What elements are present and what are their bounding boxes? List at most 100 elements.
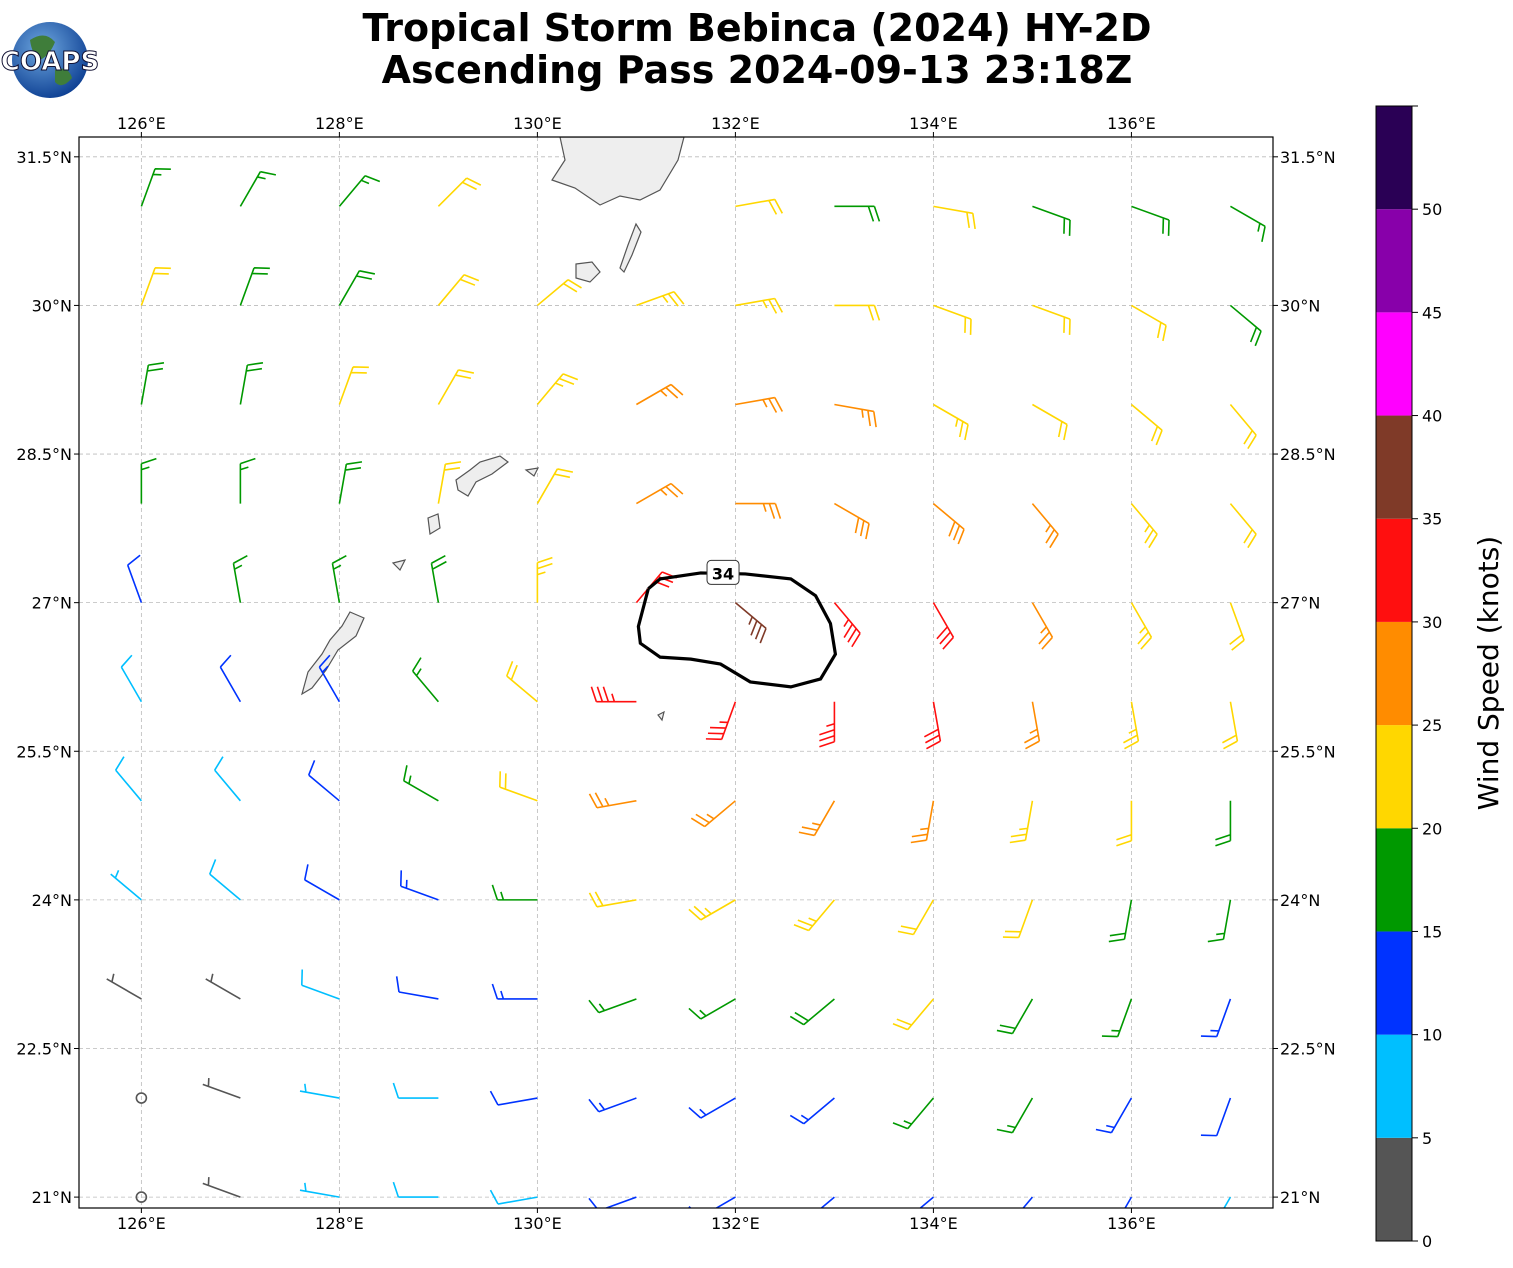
y-tick-label: 24°N (32, 891, 72, 910)
wind-barb (307, 760, 340, 802)
wind-barb (536, 373, 579, 406)
colorbar-tick-label: 45 (1422, 303, 1442, 322)
y-tick-label: 31.5°N (1280, 148, 1336, 167)
y-tick-label: 21°N (1280, 1188, 1320, 1207)
wind-barb (1200, 998, 1232, 1038)
wind-barb (933, 304, 972, 335)
wind-barb (834, 502, 870, 540)
wind-barb (734, 602, 767, 644)
wind-barb (892, 1097, 935, 1130)
wind-barb (897, 899, 935, 936)
wind-barb (437, 274, 480, 306)
wind-barb (1223, 1196, 1232, 1208)
wind-barb (536, 279, 582, 307)
contour: 34 (636, 559, 838, 689)
wind-barb (834, 403, 877, 428)
colorbar: 0 5 10 15 20 25 30 35 40 45 50 (1375, 105, 1442, 1251)
wind-barb (140, 457, 157, 504)
wind-barb (213, 756, 241, 802)
wind-barb (489, 1090, 538, 1106)
x-tick-label: 126°E (117, 1214, 166, 1233)
wind-barb (331, 555, 347, 603)
wind-barb (411, 657, 440, 703)
x-tick-label: 130°E (513, 1214, 562, 1233)
wind-barb (202, 1077, 241, 1099)
wind-barb (299, 1083, 340, 1099)
wind-barb (833, 602, 861, 648)
wind-barb (1229, 503, 1257, 549)
wind-barb (635, 383, 684, 406)
wind-barb (819, 701, 836, 748)
colorbar-tick-label: 15 (1422, 922, 1442, 941)
wind-barb (536, 468, 574, 504)
wind-barb (1024, 701, 1041, 750)
map-area: 34 (79, 137, 1273, 1208)
colorbar-bin (1376, 209, 1412, 313)
y-tick-label: 30°N (1280, 296, 1320, 315)
chart-title: Tropical Storm Bebinca (2024) HY-2D (362, 6, 1151, 50)
wind-barb (114, 756, 142, 802)
wind-barb (395, 976, 439, 1000)
colorbar-tick-label: 50 (1422, 200, 1442, 219)
wind-barb (834, 205, 881, 222)
wind-barb (392, 1181, 439, 1198)
wind-barb (892, 998, 935, 1031)
x-tick-label: 128°E (315, 114, 364, 133)
y-tick-label: 24°N (1280, 891, 1320, 910)
x-tick-label: 132°E (711, 114, 760, 133)
wind-barb (933, 403, 969, 441)
wind-barb (735, 297, 784, 314)
wind-barb (923, 701, 942, 750)
x-tick-label: 128°E (315, 1214, 364, 1233)
y-tick-label: 21°N (32, 1188, 72, 1207)
colorbar-tick-label: 30 (1422, 613, 1442, 632)
wind-barb (126, 554, 143, 603)
wind-barb (1130, 403, 1163, 446)
colorbar-tick-label: 5 (1422, 1129, 1432, 1148)
colorbar-tick-label: 0 (1422, 1232, 1432, 1251)
wind-barb (1131, 304, 1167, 342)
wind-barb (338, 366, 369, 405)
wind-barb (932, 502, 965, 545)
wind-barb (1229, 304, 1262, 347)
colorbar-tick-label: 20 (1422, 819, 1442, 838)
wind-barb (208, 859, 241, 901)
wind-barb (300, 969, 340, 1000)
wind-barb (1130, 503, 1158, 549)
wind-barb (303, 864, 340, 901)
plot-frame (78, 136, 1274, 1209)
y-tick-label: 30°N (32, 296, 72, 315)
wind-barb (140, 267, 171, 306)
wind-barb (1229, 403, 1257, 450)
x-tick-label: 136°E (1107, 114, 1156, 133)
wind-barb (705, 701, 737, 741)
wind-barb (798, 800, 836, 837)
wind-barb (588, 792, 637, 809)
wind-barb (1124, 1196, 1133, 1208)
wind-barb (392, 1082, 439, 1099)
wind-barb (1095, 1097, 1133, 1134)
colorbar-bin (1376, 621, 1412, 726)
wind-barb (793, 899, 836, 932)
wind-barb (1130, 602, 1153, 650)
wind-barb (1009, 800, 1034, 844)
wind-barb (1022, 1196, 1034, 1208)
wind-barb (437, 461, 462, 504)
wind-barb (1215, 800, 1232, 847)
colorbar-tick-label: 25 (1422, 716, 1442, 735)
x-tick-label: 130°E (513, 114, 562, 133)
wind-barb (1229, 602, 1245, 651)
wind-barb (239, 170, 277, 207)
wind-barb (140, 361, 165, 405)
wind-barb (688, 998, 736, 1020)
wind-barb (1222, 701, 1239, 750)
wind-calm (135, 1191, 148, 1203)
colorbar-bin (1376, 312, 1412, 416)
wind-barb (106, 973, 142, 1000)
wind-barb (202, 1177, 241, 1198)
wind-barb (1116, 800, 1133, 847)
colorbar-label: Wind Speed (knots) (1472, 536, 1505, 810)
y-tick-label: 28.5°N (1280, 445, 1336, 464)
wind-barb (219, 654, 242, 703)
axes-ticks: 126°E 126°E 128°E 128°E 130°E 130°E 132°E 132°E… (16, 114, 1335, 1233)
